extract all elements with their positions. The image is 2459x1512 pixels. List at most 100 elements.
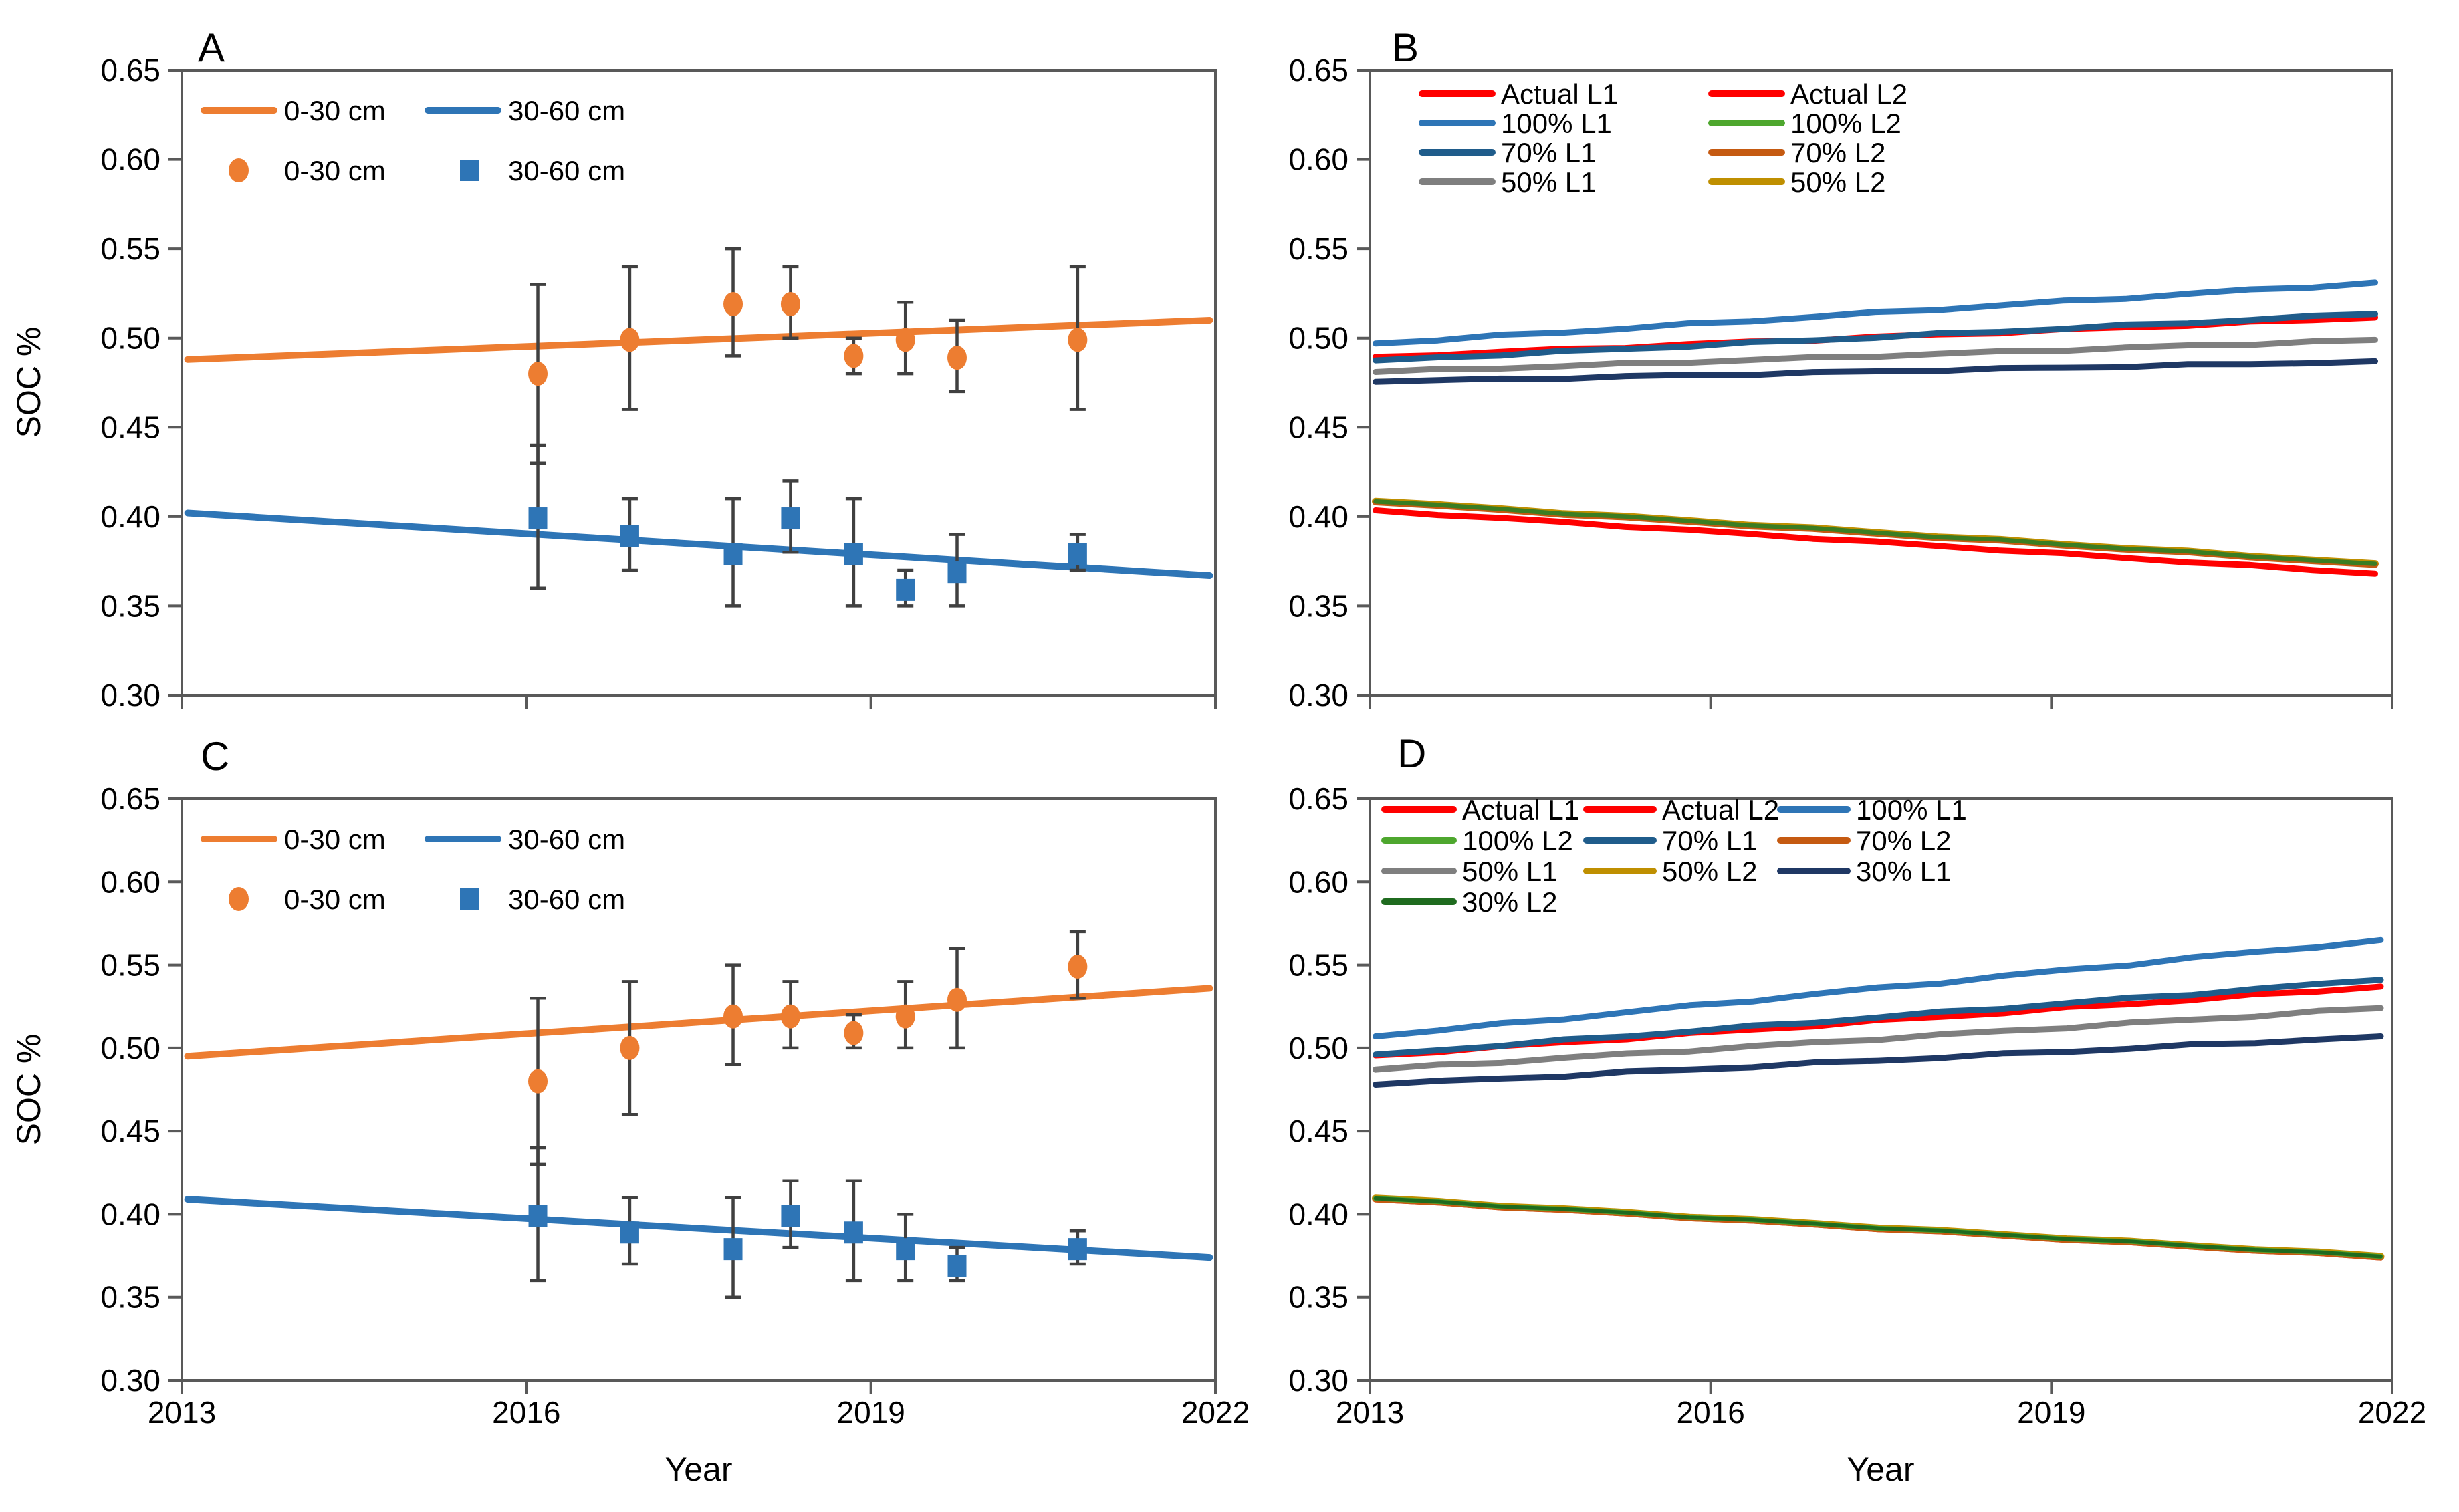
y-tick-label: 0.30	[100, 678, 160, 713]
data-point-circle	[895, 328, 915, 352]
y-axis-title-c: SOC %	[10, 1034, 47, 1146]
legend-label: 30-60 cm	[508, 884, 625, 915]
data-point-square	[723, 1238, 743, 1261]
plot-border	[181, 797, 1217, 1382]
plot-border	[1369, 69, 2393, 697]
data-point-circle	[620, 1035, 640, 1060]
data-point-square	[781, 507, 800, 530]
x-tick-label: 2022	[1181, 1395, 1250, 1430]
series-line-0-30-cm-modeled	[184, 985, 1213, 1060]
data-point-circle	[1068, 328, 1088, 352]
legend-swatch-square	[460, 888, 479, 910]
data-point-square	[896, 578, 915, 601]
data-point-circle	[780, 291, 800, 316]
y-tick-label: 0.55	[1288, 231, 1349, 266]
markers-square	[528, 1205, 1087, 1277]
legend-swatch-circle	[229, 887, 249, 911]
y-tick-label: 0.45	[100, 410, 160, 445]
x-axis-title-left: Year	[665, 1451, 732, 1488]
data-point-circle	[723, 1004, 743, 1029]
y-tick-label: 0.35	[100, 1280, 160, 1315]
legend-label: 70% L2	[1856, 825, 1951, 856]
x-tick-label: 2016	[1676, 1395, 1744, 1430]
data-point-circle	[620, 328, 640, 352]
data-point-square	[1068, 543, 1087, 565]
data-point-circle	[844, 1021, 864, 1045]
panel-c-letter: C	[201, 734, 229, 779]
y-tick-label: 0.40	[100, 1196, 160, 1231]
series-line-70-l1	[1373, 977, 2384, 1058]
series-lines	[1372, 936, 2385, 1261]
series-line-actual-l2	[1373, 507, 2378, 577]
series-line-100-l1	[1373, 936, 2384, 1039]
series-line-30-l1	[1373, 358, 2378, 385]
error-bars-circle	[530, 930, 1086, 1166]
y-tick-label: 0.30	[1288, 1363, 1349, 1398]
series-line-30-l1	[1373, 1033, 2384, 1088]
legend-swatch-square	[460, 160, 479, 181]
x-axis-title-right: Year	[1847, 1451, 1914, 1488]
legend: Actual L1 Actual L2 100% L1 100% L2 70% L1 70…	[1381, 794, 1967, 918]
legend-label: 0-30 cm	[284, 824, 386, 855]
data-point-circle	[895, 1004, 915, 1029]
data-point-square	[620, 1221, 639, 1244]
y-tick-label: 0.35	[100, 588, 160, 623]
y-tick-label: 0.55	[1288, 948, 1349, 983]
data-point-circle	[844, 344, 864, 368]
legend-label: 50% L2	[1790, 166, 1885, 198]
data-point-square	[947, 561, 967, 584]
series-line-30-60-cm-modeled	[184, 509, 1213, 579]
legend-label: 30-60 cm	[508, 824, 625, 855]
y-tick-label: 0.50	[1288, 321, 1349, 356]
x-axis: 2013 2016 2019 2022	[1336, 1380, 2426, 1430]
legend-label: Actual L2	[1790, 78, 1907, 110]
y-tick-label: 0.50	[100, 321, 160, 356]
y-tick-label: 0.65	[100, 781, 160, 816]
series-line-0-30-cm-modeled	[184, 317, 1213, 363]
data-point-circle	[723, 291, 743, 316]
y-tick-label: 0.55	[100, 948, 160, 983]
data-point-circle	[528, 362, 548, 386]
legend-label: 100% L1	[1501, 108, 1612, 139]
x-axis	[1369, 695, 2393, 709]
y-axis: 0.65 0.60 0.55 0.50 0.45 0.40 0.35 0.30	[1288, 781, 1370, 1398]
x-axis: 2013 2016 2019 2022	[148, 1380, 1250, 1430]
y-axis: 0.65 0.60 0.55 0.50 0.45 0.40 0.35 0.30	[100, 53, 182, 713]
series-line-50-l1	[1373, 1005, 2384, 1073]
data-point-circle	[528, 1069, 548, 1094]
legend-label: Actual L2	[1662, 794, 1779, 826]
markers-circle	[528, 955, 1088, 1094]
legend-label: 100% L2	[1790, 108, 1901, 139]
data-point-circle	[1068, 955, 1088, 979]
panel-a: 0.65 0.60 0.55 0.50 0.45 0.40 0.35 0.30 0-30 cm 3…	[100, 53, 1217, 713]
data-point-square	[620, 525, 639, 547]
x-tick-label: 2019	[2017, 1395, 2085, 1430]
series-lines	[184, 985, 1213, 1261]
legend-label: 70% L2	[1790, 137, 1885, 168]
legend-label: 0-30 cm	[284, 884, 386, 915]
legend-label: 30-60 cm	[508, 155, 625, 186]
x-axis	[181, 695, 1217, 709]
data-point-square	[781, 1205, 800, 1227]
y-axis-title-a: SOC %	[10, 327, 47, 438]
data-point-square	[528, 1205, 548, 1227]
data-point-square	[947, 1254, 967, 1277]
y-tick-label: 0.45	[1288, 410, 1349, 445]
legend: 0-30 cm 30-60 cm 0-30 cm 30-60 cm	[201, 95, 625, 186]
legend-label: 50% L1	[1501, 166, 1596, 198]
y-tick-label: 0.35	[1288, 588, 1349, 623]
legend: 0-30 cm 30-60 cm 0-30 cm 30-60 cm	[201, 824, 625, 915]
legend-label: 100% L2	[1462, 825, 1573, 856]
series-line-70-l1	[1373, 311, 2378, 364]
data-point-square	[844, 543, 863, 565]
legend-label: 70% L1	[1662, 825, 1757, 856]
series-lines	[1372, 279, 2379, 577]
y-tick-label: 0.65	[1288, 53, 1349, 88]
x-tick-label: 2022	[2358, 1395, 2426, 1430]
legend-label: Actual L1	[1462, 794, 1579, 826]
data-point-square	[528, 507, 548, 530]
